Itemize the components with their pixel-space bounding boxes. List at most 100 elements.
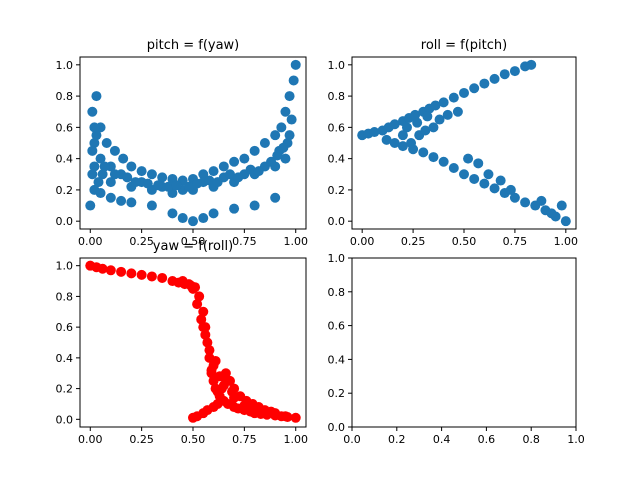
y-tick-label: 0.0: [328, 421, 346, 434]
x-tick-label: 0.8: [522, 433, 540, 446]
data-point: [401, 122, 412, 133]
x-tick-label: 0.50: [181, 235, 206, 248]
data-point: [146, 200, 157, 211]
data-point: [229, 156, 240, 167]
data-point: [249, 405, 260, 416]
data-point: [198, 322, 209, 333]
x-tick-label: 0.25: [401, 235, 426, 248]
data-point: [183, 181, 194, 192]
data-point: [536, 195, 547, 206]
data-point: [381, 134, 392, 145]
data-point: [434, 114, 445, 125]
data-point: [499, 69, 510, 80]
data-point: [410, 109, 421, 120]
data-point: [249, 145, 260, 156]
data-point: [198, 306, 209, 317]
subplot-2: 0.00 0.25 0.50 0.75 1.00 0.0 0.2 0.4 0.6 0.8 1.0 ro…: [328, 38, 579, 248]
data-point: [126, 268, 137, 279]
data-point: [479, 178, 490, 189]
data-point: [157, 172, 168, 183]
y-tick-label: 0.8: [56, 90, 74, 103]
x-tick-label: 0.6: [478, 433, 496, 446]
data-point: [224, 169, 235, 180]
y-tick-label: 0.6: [328, 320, 346, 333]
x-tick-label: 0.2: [388, 433, 406, 446]
data-point: [109, 169, 120, 180]
data-point: [153, 180, 164, 191]
y-tick-label: 0.6: [56, 121, 74, 134]
x-tick-label: 1.0: [567, 433, 585, 446]
y-tick-label: 1.0: [328, 59, 346, 72]
x-tick-label: 0.75: [503, 235, 528, 248]
data-point: [116, 195, 127, 206]
data-point: [280, 153, 291, 164]
data-point: [188, 216, 198, 227]
x-tick-label: 1.00: [554, 235, 579, 248]
data-point: [448, 163, 459, 174]
x-tick-label: 0.50: [181, 433, 206, 446]
data-point: [91, 91, 102, 102]
data-point: [233, 172, 244, 183]
y-tick-label: 0.6: [56, 321, 74, 334]
data-point: [218, 161, 229, 172]
data-point: [479, 78, 490, 89]
data-point: [463, 153, 474, 164]
data-point: [167, 208, 178, 219]
data-point: [130, 177, 141, 188]
x-tick-label: 0.75: [232, 235, 257, 248]
x-tick-label: 0.00: [350, 235, 375, 248]
data-point: [284, 130, 295, 141]
data-point: [546, 208, 557, 219]
subplot-title: yaw = f(roll): [153, 239, 233, 254]
data-point: [118, 153, 129, 164]
data-point: [229, 203, 240, 214]
y-tick-label: 0.0: [56, 413, 74, 426]
x-tick-label: 1.00: [283, 235, 308, 248]
data-point: [438, 156, 449, 167]
scatter-points: [85, 59, 301, 227]
data-point: [99, 161, 110, 172]
data-point: [192, 299, 203, 310]
data-point: [428, 122, 439, 133]
data-point: [93, 177, 104, 188]
data-point: [509, 66, 520, 77]
data-point: [89, 122, 100, 133]
data-point: [483, 169, 494, 180]
data-point: [202, 337, 213, 348]
data-point: [227, 386, 238, 397]
y-tick-label: 0.4: [328, 153, 346, 166]
data-point: [200, 329, 211, 340]
data-point: [89, 161, 100, 172]
data-point: [105, 177, 116, 188]
data-point: [210, 355, 221, 366]
data-point: [177, 276, 188, 287]
data-point: [105, 265, 116, 276]
data-point: [278, 142, 289, 153]
data-point: [208, 166, 219, 177]
data-point: [204, 175, 215, 186]
data-point: [177, 213, 188, 224]
y-tick-label: 0.2: [328, 387, 346, 400]
x-tick-label: 0.00: [78, 235, 103, 248]
data-point: [188, 283, 198, 294]
data-point: [473, 158, 484, 169]
data-point: [438, 97, 449, 108]
data-point: [204, 345, 215, 356]
data-point: [288, 75, 299, 86]
data-point: [95, 153, 106, 164]
data-point: [116, 266, 127, 277]
data-point: [266, 156, 277, 167]
x-tick-label: 0.00: [78, 433, 103, 446]
data-point: [448, 92, 459, 103]
data-point: [136, 166, 147, 177]
data-point: [146, 169, 157, 180]
data-point: [87, 106, 98, 117]
data-point: [397, 141, 408, 152]
axes-frame: [351, 257, 577, 428]
data-point: [239, 400, 250, 411]
data-point: [245, 164, 256, 175]
data-point: [239, 153, 250, 164]
subplot-4: 0.0 0.2 0.4 0.6 0.8 1.0 0.0 0.2 0.4 0.6 0.8 1.0: [328, 252, 585, 446]
data-point: [430, 100, 441, 111]
x-tick-label: 0.0: [343, 433, 361, 446]
